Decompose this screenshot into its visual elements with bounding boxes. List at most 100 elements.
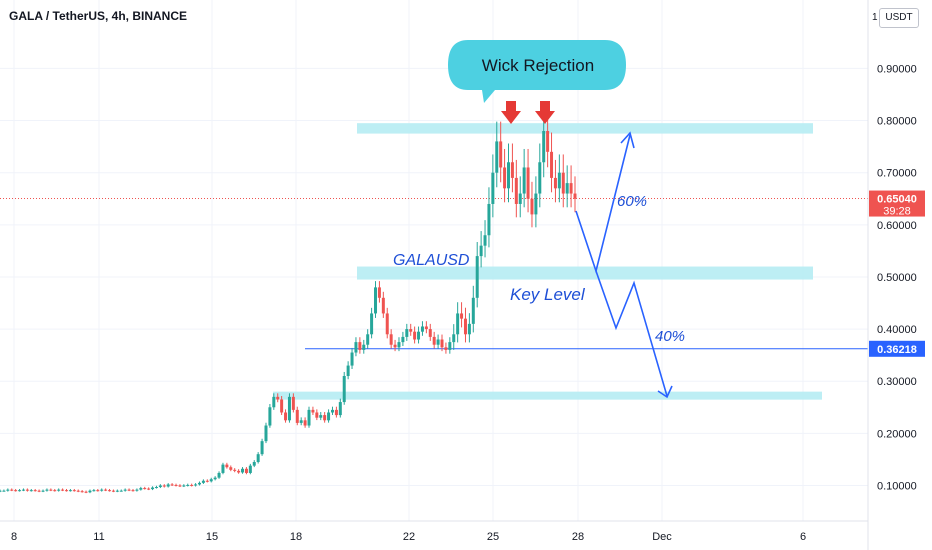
candle-body [33, 490, 37, 492]
candle-body [21, 489, 25, 491]
candle-body [358, 342, 362, 350]
candle-body [436, 339, 440, 345]
candle-body [225, 464, 229, 468]
zone-band[interactable] [273, 391, 822, 400]
candle-body [420, 326, 424, 332]
down-arrow-icon [501, 101, 521, 124]
candle-body [565, 183, 569, 194]
candle-body [88, 490, 92, 493]
support-resistance-zones [273, 123, 822, 400]
candle-body [538, 162, 542, 194]
candle-body [507, 162, 511, 189]
candle-body [197, 482, 201, 485]
time-tick-label: 25 [487, 531, 499, 543]
candle-body [514, 177, 518, 204]
candle-body [561, 172, 565, 194]
candle-body [45, 489, 49, 491]
candle-body [237, 470, 241, 473]
candle-body [377, 287, 381, 298]
candle-body [37, 490, 41, 492]
candle-body [84, 491, 88, 493]
candle-body [381, 297, 385, 314]
time-axis[interactable]: 8 11 15 18 22 25 28 Dec 6 [11, 531, 806, 543]
price-tick-label: 0.30000 [877, 376, 917, 388]
candle-body [29, 490, 33, 492]
candle-body [534, 193, 538, 215]
candle-body [72, 490, 76, 492]
candle-body [366, 334, 370, 345]
candle-body [479, 245, 483, 257]
candle-body [526, 167, 530, 199]
candle-body [61, 489, 65, 491]
arrow-up-icon [620, 131, 635, 149]
candle-body [460, 313, 464, 319]
candle-body [276, 396, 280, 400]
candle-body [186, 484, 190, 486]
currency-unit-button[interactable]: 1 USDT [872, 8, 919, 28]
zone-band[interactable] [357, 123, 813, 134]
up-percentage-annotation: 60% [617, 193, 647, 210]
time-tick-label: Dec [652, 531, 672, 543]
candle-body [463, 318, 467, 335]
current-price-value: 0.65040 [877, 194, 917, 206]
wick-rejection-callout[interactable]: Wick Rejection [448, 40, 626, 103]
candle-body [495, 141, 499, 173]
zone-band[interactable] [357, 266, 813, 280]
level-price-badge: 0.36218 [869, 340, 925, 357]
candle-body [260, 441, 264, 455]
candle-body [440, 339, 444, 348]
candle-body [18, 490, 22, 492]
candle-body [104, 489, 108, 491]
candle-body [397, 342, 401, 348]
price-tick-label: 0.70000 [877, 168, 917, 180]
candle-body [417, 331, 421, 340]
candle-body [291, 396, 295, 410]
candle-body [456, 313, 460, 335]
candle-body [385, 313, 389, 335]
candle-body [546, 130, 550, 152]
candle-body [444, 347, 448, 350]
price-tick-label: 0.80000 [877, 116, 917, 128]
candle-body [127, 489, 131, 491]
candle-body [350, 352, 354, 366]
candle-body [205, 480, 209, 482]
candle-body [327, 412, 331, 421]
projection-drawings[interactable] [575, 131, 673, 399]
currency-unit-label: USDT [885, 12, 913, 23]
candle-body [174, 484, 178, 486]
candle-body [448, 342, 452, 350]
projection-path-40[interactable] [595, 270, 668, 397]
candle-body [452, 334, 456, 343]
candle-body [135, 489, 139, 491]
candle-body [491, 172, 495, 204]
price-tick-label: 0.60000 [877, 220, 917, 232]
time-tick-label: 8 [11, 531, 17, 543]
candle-body [370, 313, 374, 335]
candle-body [10, 489, 14, 491]
price-tick-label: 0.10000 [877, 480, 917, 492]
unit-prefix: 1 [872, 12, 878, 23]
candle-body [57, 489, 61, 491]
candle-body [334, 409, 338, 416]
candle-body [143, 488, 147, 490]
candle-body [229, 467, 233, 470]
candle-body [307, 409, 311, 426]
candle-body [131, 490, 135, 492]
candle-body [100, 489, 104, 491]
symbol-annotation: GALAUSD [393, 252, 470, 269]
candle-body [178, 485, 182, 487]
candle-body [158, 485, 162, 488]
time-tick-label: 11 [93, 531, 104, 543]
candle-body [76, 490, 80, 492]
candle-body [303, 420, 307, 426]
down-percentage-annotation: 40% [655, 328, 685, 345]
candle-body [389, 334, 393, 345]
current-price-badge: 0.65040 39:28 [869, 190, 925, 218]
candle-body [287, 396, 291, 421]
bar-countdown: 39:28 [883, 206, 911, 218]
price-axis[interactable]: 0.90000 0.80000 0.70000 0.60000 0.50000 0.400… [877, 63, 917, 492]
candle-body [2, 490, 6, 492]
candle-body [475, 256, 479, 298]
